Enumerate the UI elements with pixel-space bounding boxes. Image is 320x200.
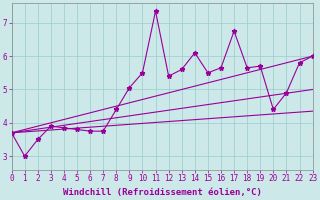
X-axis label: Windchill (Refroidissement éolien,°C): Windchill (Refroidissement éolien,°C) — [63, 188, 261, 197]
